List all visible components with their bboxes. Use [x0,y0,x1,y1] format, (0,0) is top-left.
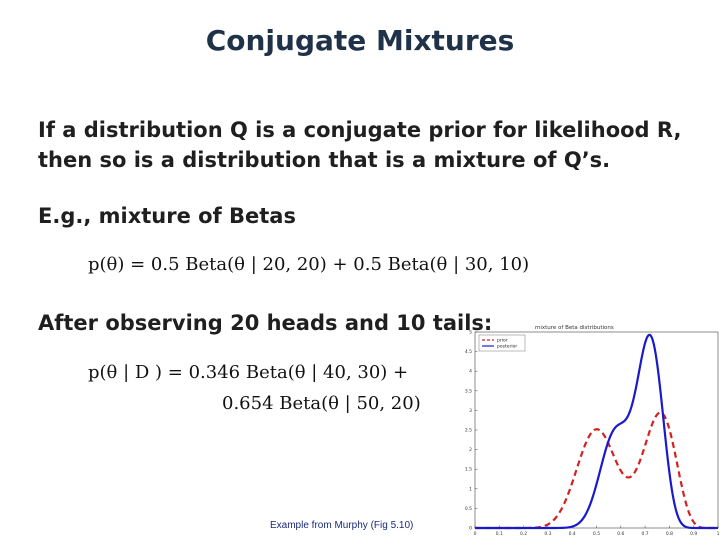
x-tick-label: 0.6 [617,531,624,537]
y-tick-label: 1.5 [465,467,472,473]
legend-box [478,334,526,352]
x-tick-label: 0.7 [642,531,649,537]
slide-title: Conjugate Mixtures [205,24,515,57]
intro-line-1: If a distribution Q is a conjugate prior… [38,118,682,142]
mixture-chart-svg: mixture of Beta distributions 0 0.1 0.2 0.3 0… [465,325,720,537]
posterior-equation-line-2: 0.654 Beta(θ | 50, 20) [222,393,421,414]
intro-paragraph: If a distribution Q is a conjugate prior… [38,115,681,175]
y-tick-label: 0.5 [465,506,472,512]
prior-equation: p(θ) = 0.5 Beta(θ | 20, 20) + 0.5 Beta(θ… [88,254,530,275]
y-tick-label: 3.5 [465,388,472,394]
y-tick-label: 0 [469,526,472,532]
mixture-chart: mixture of Beta distributions 0 0.1 0.2 0.3 0… [458,320,720,540]
series-line-prior [475,411,718,530]
y-tick-label: 4 [469,369,472,375]
chart-title: mixture of Beta distributions [535,325,614,331]
x-tick-label: 1 [717,531,720,537]
x-tick-label: 0.8 [666,531,673,537]
y-tick-label: 5 [469,330,472,336]
observation-heading: After observing 20 heads and 10 tails: [38,311,493,335]
x-tick-label: 0.3 [544,531,551,537]
y-tick-label: 1 [469,486,472,492]
figure-caption: Example from Murphy (Fig 5.10) [270,520,414,531]
y-tick-label: 4.5 [465,349,472,355]
x-tick-label: 0.1 [496,531,503,537]
legend-label-posterior: posterior [497,344,517,350]
y-tick-label: 2 [469,447,472,453]
example-heading: E.g., mixture of Betas [38,204,296,228]
y-tick-label: 2.5 [465,428,472,434]
y-tick-label: 3 [469,408,472,414]
x-tick-label: 0.4 [569,531,576,537]
legend-label-prior: prior [497,338,508,344]
x-tick-label: 0.2 [520,531,527,537]
x-tick-label: 0.9 [690,531,697,537]
x-tick-label: 0.5 [593,531,600,537]
posterior-equation-line-1: p(θ | D ) = 0.346 Beta(θ | 40, 30) + [88,362,409,383]
series-line-posterior [475,333,718,530]
x-tick-label: 0 [474,531,477,537]
intro-line-2: then so is a distribution that is a mixt… [38,148,611,172]
